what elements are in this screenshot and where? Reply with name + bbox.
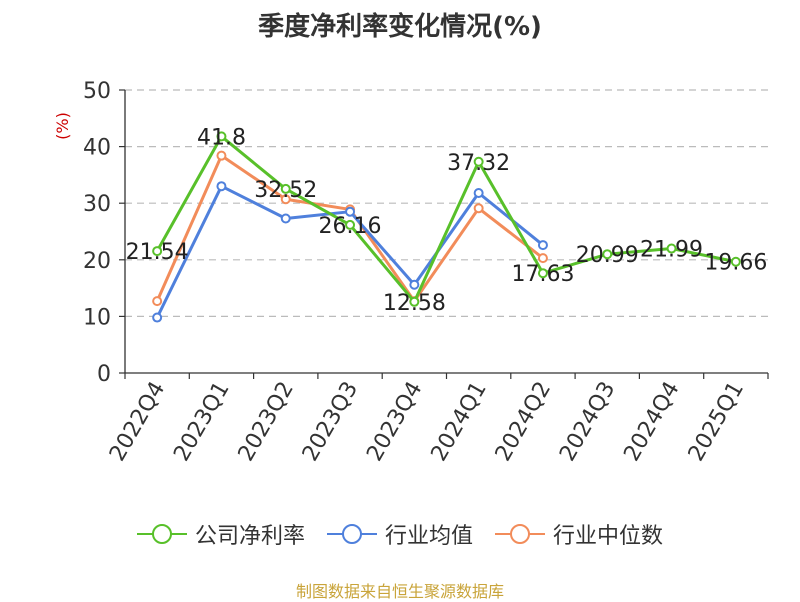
grid-lines xyxy=(125,89,768,317)
y-tick-label: 20 xyxy=(83,249,111,274)
data-label: 41.8 xyxy=(197,125,246,150)
legend-marker xyxy=(510,524,530,544)
y-tick-label: 10 xyxy=(83,305,111,330)
data-point xyxy=(473,203,484,214)
legend-marker xyxy=(341,524,362,544)
data-label: 21.99 xyxy=(640,238,703,263)
x-tick-label: 2024Q3 xyxy=(555,378,620,466)
x-tick-label: 2022Q4 xyxy=(105,378,170,466)
legend-item: 公司净利率 xyxy=(136,518,305,550)
x-tick-label: 2024Q1 xyxy=(427,378,492,466)
data-point xyxy=(537,253,548,264)
legend-swatch xyxy=(326,522,377,546)
data-point xyxy=(152,312,163,323)
data-point xyxy=(345,219,356,230)
data-label: 17.63 xyxy=(511,262,574,287)
legend-swatch xyxy=(495,522,545,546)
series-lines xyxy=(152,131,741,323)
legend-item: 行业均值 xyxy=(326,518,473,550)
data-point xyxy=(602,249,613,260)
source-note: 制图数据来自恒生聚源数据库 xyxy=(295,582,504,601)
data-label: 20.99 xyxy=(576,243,639,268)
data-point xyxy=(409,279,420,290)
x-tick-label: 2024Q2 xyxy=(491,378,556,466)
y-tick-label: 30 xyxy=(83,192,111,217)
legend: 公司净利率 行业均值 行业中位数 xyxy=(0,518,800,550)
data-point xyxy=(345,206,356,217)
legend-label: 行业均值 xyxy=(384,524,473,549)
data-point xyxy=(152,246,163,257)
data-label: 21.54 xyxy=(126,240,189,265)
data-point xyxy=(409,296,420,307)
axes: 01020304050(%)2022Q42023Q12023Q22023Q320… xyxy=(53,79,769,466)
data-point xyxy=(473,188,484,199)
data-label: 12.58 xyxy=(383,291,446,316)
y-tick-label: 0 xyxy=(97,362,111,387)
data-label: 37.32 xyxy=(447,151,510,176)
legend-label: 行业中位数 xyxy=(553,524,664,549)
data-point xyxy=(280,183,291,194)
x-tick-label: 2023Q1 xyxy=(169,378,234,466)
data-label: 26.16 xyxy=(319,214,382,239)
data-point xyxy=(537,268,548,279)
legend-label: 公司净利率 xyxy=(194,524,305,549)
x-tick-label: 2024Q4 xyxy=(619,378,684,466)
x-tick-label: 2023Q4 xyxy=(362,378,427,466)
y-tick-label: 50 xyxy=(83,79,111,104)
data-point xyxy=(537,240,548,251)
legend-swatch xyxy=(136,522,187,546)
legend-marker xyxy=(151,524,172,544)
y-tick-label: 40 xyxy=(83,136,111,161)
data-point xyxy=(152,296,163,307)
x-tick-label: 2023Q3 xyxy=(298,378,363,466)
data-point xyxy=(216,181,227,192)
data-point xyxy=(280,213,291,224)
data-point xyxy=(730,256,741,267)
x-tick-label: 2025Q1 xyxy=(684,378,749,466)
data-label: 32.52 xyxy=(254,178,317,203)
data-point xyxy=(280,194,291,205)
x-tick-label: 2023Q2 xyxy=(234,378,299,466)
y-axis-label: (%) xyxy=(53,112,72,140)
data-label: 19.66 xyxy=(704,251,767,276)
chart-title: 季度净利率变化情况(%) xyxy=(258,12,542,42)
data-point xyxy=(216,131,227,142)
data-point xyxy=(666,243,677,254)
data-point xyxy=(216,150,227,161)
series-line xyxy=(155,134,737,304)
data-point xyxy=(473,156,484,167)
legend-item: 行业中位数 xyxy=(495,518,663,550)
